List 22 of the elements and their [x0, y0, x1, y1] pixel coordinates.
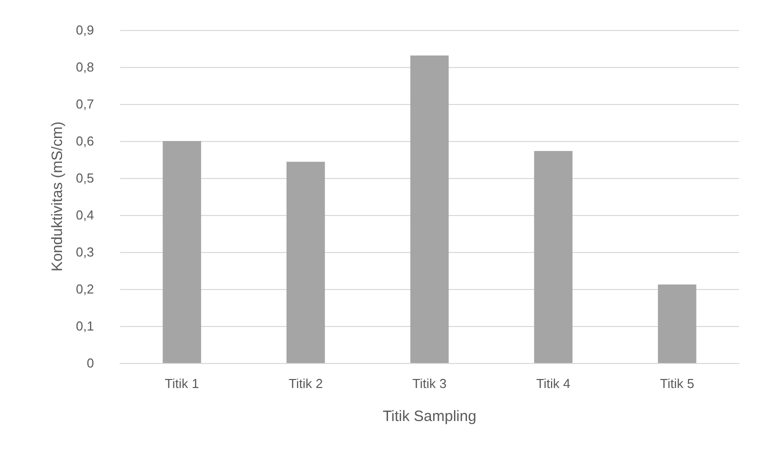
- y-tick-label: 0,8: [76, 60, 94, 74]
- bar: [410, 56, 449, 363]
- x-axis-title: Titik Sampling: [382, 408, 476, 425]
- y-tick-label: 0,6: [76, 134, 94, 148]
- bar: [658, 284, 696, 363]
- x-tick-label: Titik 1: [164, 376, 199, 391]
- x-tick-label: Titik 4: [536, 376, 570, 391]
- x-tick-label: Titik 3: [412, 376, 447, 391]
- x-tick-label: Titik 5: [660, 376, 694, 391]
- bar: [162, 141, 202, 363]
- y-tick-label: 0,4: [76, 208, 94, 222]
- y-tick-label: 0,3: [76, 244, 94, 260]
- bar: [534, 150, 572, 363]
- bar: [286, 162, 325, 363]
- y-tick-label: 0,7: [76, 96, 94, 112]
- y-tick-label: 0,5: [76, 170, 94, 186]
- y-tick-label: 0: [86, 356, 94, 370]
- y-axis-title: Konduktivitas (mS/cm): [49, 121, 66, 272]
- y-tick-label: 0,9: [76, 22, 94, 38]
- y-tick-label: 0,2: [76, 282, 94, 296]
- x-tick-label: Titik 2: [288, 376, 323, 391]
- y-tick-label: 0,1: [76, 318, 94, 334]
